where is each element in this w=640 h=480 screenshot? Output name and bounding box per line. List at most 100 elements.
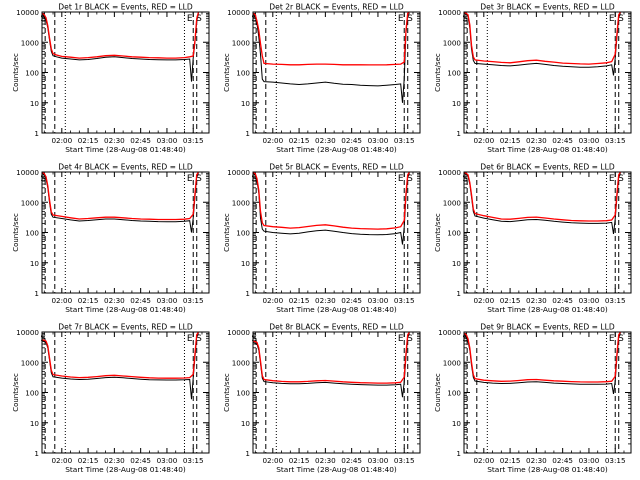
x-tick-label: 03:15 [183, 136, 204, 145]
series-line-lld [464, 11, 622, 65]
x-tick-label: 02:15 [500, 456, 521, 465]
x-tick-label: 03:15 [394, 296, 415, 305]
y-tick-label: 10000 [16, 328, 39, 337]
x-axis-label: Start Time (28-Aug-08 01:48:40) [276, 465, 397, 474]
x-tick-label: 03:00 [368, 136, 389, 145]
y-axis-label: Counts/sec [223, 53, 231, 92]
x-tick-label: 02:00 [473, 296, 494, 305]
x-tick-label: 02:45 [341, 136, 362, 145]
y-tick-label: 10000 [438, 8, 461, 17]
panel-title: Det 2r BLACK = Events, RED = LLD [269, 3, 404, 12]
y-tick-label: 1 [245, 449, 250, 458]
x-axis-label: Start Time (28-Aug-08 01:48:40) [65, 465, 186, 474]
y-axis-label: Counts/sec [434, 373, 442, 412]
y-tick-label: 10 [30, 99, 40, 108]
marker-label-e: E [187, 174, 193, 184]
plot-frame [463, 11, 632, 134]
marker-label-s-left: S [462, 14, 468, 24]
marker-label-s-left: S [251, 334, 257, 344]
marker-label-s-left: S [40, 334, 46, 344]
x-axis-label: Start Time (28-Aug-08 01:48:40) [276, 305, 397, 314]
marker-label-s-left: S [251, 14, 257, 24]
x-tick-label: 02:00 [262, 136, 283, 145]
y-tick-label: 100 [236, 389, 250, 398]
x-tick-label: 02:00 [51, 456, 72, 465]
x-tick-label: 03:15 [394, 456, 415, 465]
x-tick-label: 03:00 [157, 296, 178, 305]
x-tick-label: 02:30 [315, 296, 336, 305]
series-line-events [42, 333, 199, 400]
marker-label-s-right: S [407, 334, 413, 344]
y-axis-label: Counts/sec [434, 53, 442, 92]
x-axis-label: Start Time (28-Aug-08 01:48:40) [65, 305, 186, 314]
x-tick-label: 02:15 [289, 456, 310, 465]
marker-label-s-right: S [618, 174, 624, 184]
x-axis-label: Start Time (28-Aug-08 01:48:40) [487, 305, 608, 314]
detector-panel-3: Det 3r BLACK = Events, RED = LLD 1 10 100 10… [434, 3, 632, 154]
x-tick-label: 02:45 [552, 296, 573, 305]
series-line-events [464, 12, 621, 76]
series-line-lld [42, 331, 200, 379]
x-tick-label: 02:15 [289, 136, 310, 145]
series-line-events [253, 173, 410, 245]
marker-label-s-left: S [251, 174, 257, 184]
x-tick-label: 02:45 [130, 136, 151, 145]
y-tick-label: 10 [30, 419, 40, 428]
series-line-lld [42, 171, 200, 221]
marker-label-s-right: S [196, 14, 202, 24]
y-tick-label: 10 [241, 99, 251, 108]
y-tick-label: 1 [245, 289, 250, 298]
x-tick-label: 02:45 [130, 456, 151, 465]
y-tick-label: 1000 [21, 198, 40, 207]
detector-panel-9: Det 9r BLACK = Events, RED = LLD 1 10 100 10… [434, 323, 632, 474]
detector-panel-8: Det 8r BLACK = Events, RED = LLD 1 10 100 10… [223, 323, 421, 474]
y-tick-label: 1 [245, 129, 250, 138]
series-line-lld [464, 171, 622, 222]
x-tick-label: 02:15 [78, 456, 99, 465]
marker-label-s-left: S [40, 14, 46, 24]
y-tick-label: 10000 [16, 8, 39, 17]
y-tick-label: 10000 [227, 168, 250, 177]
y-tick-label: 1000 [443, 38, 462, 47]
y-tick-label: 1000 [232, 38, 251, 47]
x-axis-label: Start Time (28-Aug-08 01:48:40) [487, 465, 608, 474]
marker-label-s-left: S [462, 334, 468, 344]
x-tick-label: 02:15 [500, 296, 521, 305]
x-tick-label: 02:00 [51, 136, 72, 145]
panel-title: Det 1r BLACK = Events, RED = LLD [58, 3, 193, 12]
x-tick-label: 02:15 [289, 296, 310, 305]
y-tick-label: 100 [236, 69, 250, 78]
marker-label-s-right: S [196, 334, 202, 344]
x-tick-label: 02:45 [130, 296, 151, 305]
marker-label-s-left: S [462, 174, 468, 184]
x-axis-label: Start Time (28-Aug-08 01:48:40) [65, 145, 186, 154]
x-tick-label: 02:15 [78, 136, 99, 145]
series-line-events [42, 173, 199, 233]
marker-label-e: E [187, 334, 193, 344]
series-line-lld [253, 171, 411, 230]
x-tick-label: 02:00 [51, 296, 72, 305]
y-tick-label: 100 [25, 229, 39, 238]
detector-panel-5: Det 5r BLACK = Events, RED = LLD 1 10 100 10… [223, 163, 421, 314]
plot-frame [463, 331, 632, 454]
marker-label-e: E [187, 14, 193, 24]
marker-label-e: E [398, 174, 404, 184]
marker-label-s-left: S [40, 174, 46, 184]
panel-title: Det 9r BLACK = Events, RED = LLD [480, 323, 615, 332]
marker-label-e: E [398, 14, 404, 24]
y-tick-label: 1000 [443, 198, 462, 207]
panel-title: Det 4r BLACK = Events, RED = LLD [58, 163, 193, 172]
series-line-lld [253, 11, 410, 66]
x-tick-label: 02:15 [500, 136, 521, 145]
plot-frame [252, 11, 421, 134]
y-axis-label: Counts/sec [12, 373, 20, 412]
y-tick-label: 1 [456, 449, 461, 458]
marker-label-e: E [609, 174, 615, 184]
plot-frame [41, 331, 210, 454]
y-tick-label: 1 [34, 129, 39, 138]
x-tick-label: 03:00 [157, 136, 178, 145]
x-tick-label: 02:30 [104, 296, 125, 305]
x-tick-label: 02:45 [341, 456, 362, 465]
x-tick-label: 03:15 [183, 296, 204, 305]
x-tick-label: 03:15 [605, 456, 626, 465]
